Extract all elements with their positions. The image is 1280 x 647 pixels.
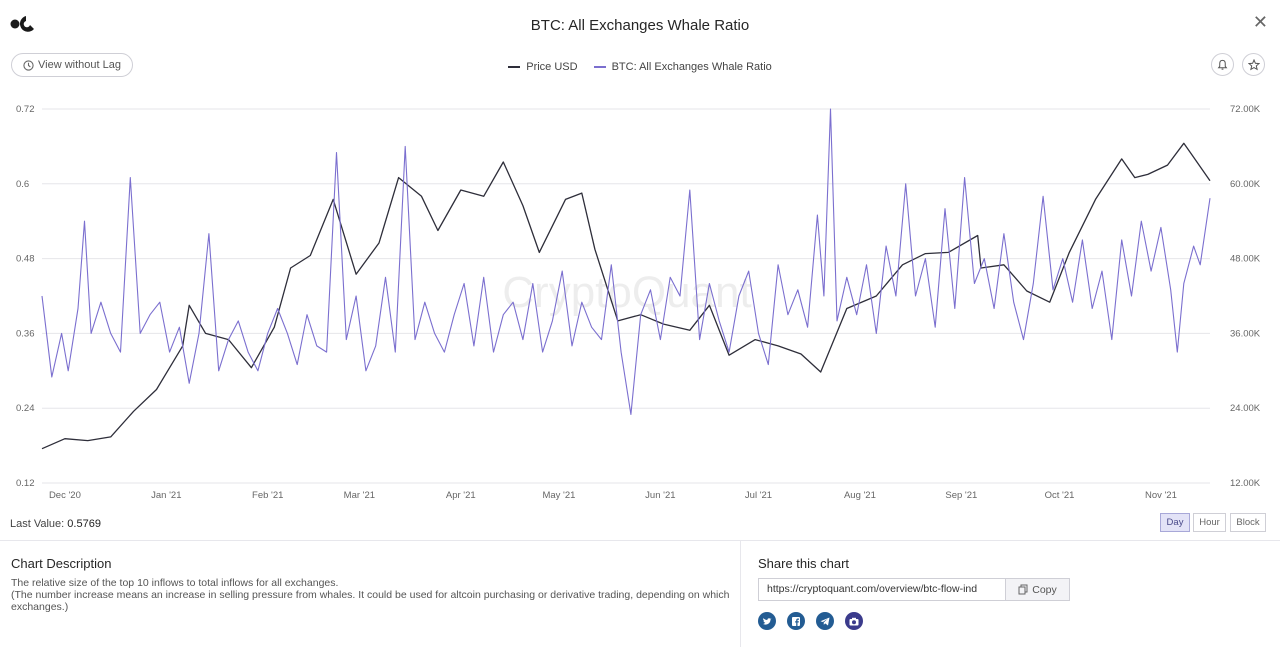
- view-without-lag-button[interactable]: View without Lag: [11, 53, 133, 77]
- x-axis-ticks: Dec '20 Jan '21 Feb '21 Mar '21 Apr '21 May '…: [49, 490, 1177, 501]
- column-divider: [740, 541, 741, 647]
- right-axis-tick-label: 60.00K: [1230, 179, 1261, 190]
- right-axis-tick-label: 72.00K: [1230, 104, 1261, 115]
- right-axis-ticks: 12.00K 24.00K 36.00K 48.00K 60.00K 72.00K: [1230, 104, 1261, 489]
- view-without-lag-label: View without Lag: [38, 59, 121, 71]
- legend-label-ratio: BTC: All Exchanges Whale Ratio: [611, 61, 772, 73]
- granularity-hour[interactable]: Hour: [1193, 513, 1226, 532]
- page-title: BTC: All Exchanges Whale Ratio: [530, 17, 750, 34]
- twitter-icon[interactable]: [758, 612, 776, 630]
- left-axis-tick-label: 0.72: [16, 104, 35, 115]
- x-axis-tick-label: Oct '21: [1045, 490, 1075, 501]
- x-axis-tick-label: Jun '21: [645, 490, 675, 501]
- telegram-icon[interactable]: [816, 612, 834, 630]
- x-axis-tick-label: Feb '21: [252, 490, 283, 501]
- legend-item-ratio[interactable]: BTC: All Exchanges Whale Ratio: [593, 61, 772, 73]
- granularity-day[interactable]: Day: [1160, 513, 1190, 532]
- camera-glyph: [849, 617, 859, 625]
- right-axis-tick-label: 12.00K: [1230, 478, 1261, 489]
- x-axis-tick-label: Sep '21: [945, 490, 977, 501]
- favorite-button[interactable]: [1242, 53, 1265, 76]
- description-title: Chart Description: [11, 556, 112, 571]
- section-divider: [0, 540, 1280, 541]
- right-axis-tick-label: 24.00K: [1230, 403, 1261, 414]
- share-url-field[interactable]: https://cryptoquant.com/overview/btc-flo…: [758, 578, 1006, 601]
- star-icon: [1247, 58, 1260, 70]
- left-axis-tick-label: 0.12: [16, 478, 35, 489]
- share-title: Share this chart: [758, 556, 850, 571]
- x-axis-tick-label: Jan '21: [151, 490, 181, 501]
- left-axis-ticks: 0.12 0.24 0.36 0.48 0.6 0.72: [16, 104, 35, 489]
- x-axis-tick-label: Aug '21: [844, 490, 876, 501]
- copy-label: Copy: [1032, 583, 1057, 596]
- x-axis-tick-label: May '21: [542, 490, 575, 501]
- left-axis-tick-label: 0.36: [16, 328, 35, 339]
- chart-grid: [42, 108, 1210, 484]
- whale-ratio-line: [41, 108, 1211, 415]
- close-icon[interactable]: ✕: [1252, 12, 1268, 32]
- description-text: The relative size of the top 10 inflows …: [11, 577, 731, 613]
- left-axis-tick-label: 0.48: [16, 254, 35, 265]
- left-axis-tick-label: 0.6: [16, 179, 29, 190]
- x-axis-tick-label: Apr '21: [446, 490, 476, 501]
- camera-icon[interactable]: [845, 612, 863, 630]
- legend-swatch-price: [508, 66, 521, 68]
- chart-legend: Price USD BTC: All Exchanges Whale Ratio: [0, 61, 1280, 73]
- x-axis-tick-label: Jul '21: [745, 490, 772, 501]
- granularity-day-label: Day: [1166, 517, 1184, 528]
- legend-swatch-ratio: [593, 66, 606, 68]
- copy-button[interactable]: Copy: [1005, 578, 1070, 601]
- facebook-icon[interactable]: [787, 612, 805, 630]
- facebook-glyph: [792, 616, 800, 626]
- last-value-number: 0.5769: [67, 518, 101, 530]
- chart-watermark: CryptoQuant: [502, 268, 751, 317]
- granularity-block[interactable]: Block: [1230, 513, 1266, 532]
- last-value: Last Value: 0.5769: [10, 518, 101, 530]
- clock-icon: [23, 59, 34, 71]
- legend-label-price: Price USD: [526, 61, 578, 73]
- x-axis-tick-label: Mar '21: [344, 490, 375, 501]
- right-axis-tick-label: 36.00K: [1230, 328, 1261, 339]
- granularity-block-label: Block: [1236, 517, 1260, 528]
- legend-item-price[interactable]: Price USD: [508, 61, 578, 73]
- description-line-2: (The number increase means an increase i…: [11, 589, 730, 613]
- description-line-1: The relative size of the top 10 inflows …: [11, 577, 339, 589]
- chart-area: CryptoQuant 0.12 0.24 0.36 0.48 0.6 0.72 12.0…: [16, 104, 1261, 501]
- telegram-glyph: [820, 617, 830, 625]
- bell-icon: [1217, 59, 1228, 70]
- twitter-glyph: [763, 617, 772, 625]
- cryptoquant-logo[interactable]: [10, 15, 36, 33]
- right-axis-tick-label: 48.00K: [1230, 254, 1261, 265]
- left-axis-tick-label: 0.24: [16, 403, 35, 414]
- last-value-label: Last Value:: [10, 518, 65, 530]
- chart-series: [41, 108, 1211, 450]
- x-axis-tick-label: Dec '20: [49, 490, 81, 501]
- x-axis-tick-label: Nov '21: [1145, 490, 1177, 501]
- copy-icon: [1018, 584, 1028, 595]
- granularity-hour-label: Hour: [1199, 517, 1220, 528]
- alert-button[interactable]: [1211, 53, 1234, 76]
